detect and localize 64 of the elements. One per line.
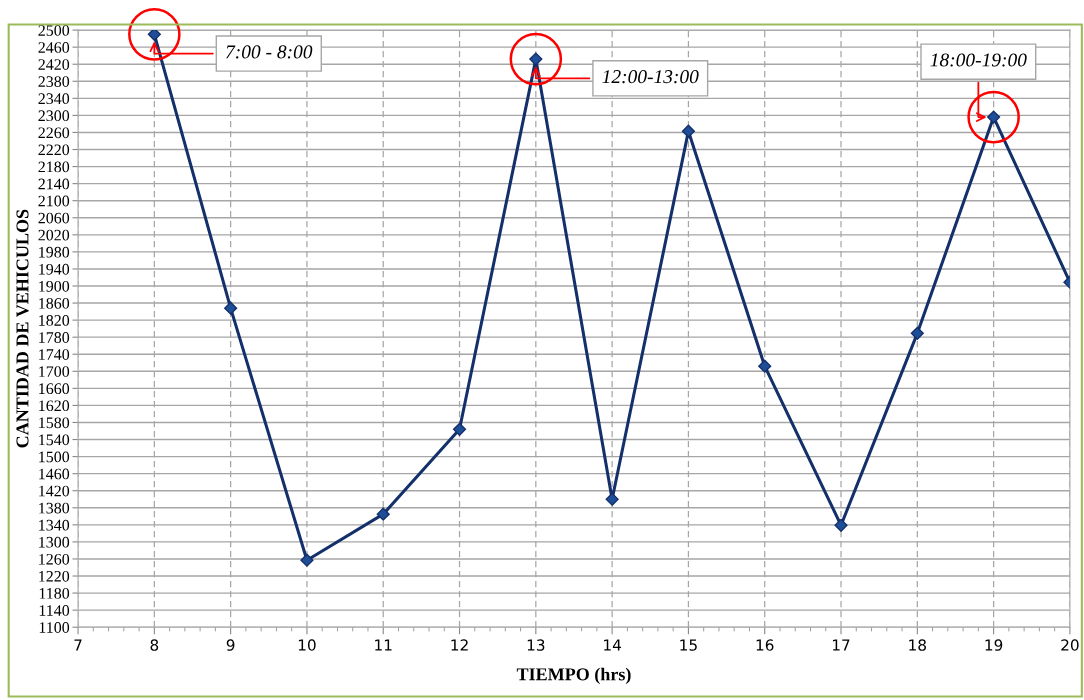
y-tick-label: 1940 (39, 263, 70, 275)
x-tick-label: 17 (832, 639, 850, 651)
x-tick-label: 14 (604, 639, 621, 651)
x-tick-label: 15 (680, 639, 697, 651)
y-tick-label: 2260 (38, 127, 70, 139)
y-tick-label: 2380 (38, 76, 70, 87)
y-tick-label: 1260 (39, 553, 70, 565)
x-tick-label: 9 (226, 639, 235, 651)
x-tick-label: 7 (74, 639, 82, 651)
y-tick-label: 1340 (39, 519, 70, 531)
y-tick-label: 2020 (38, 229, 70, 241)
x-tick-label: 13 (527, 639, 545, 651)
y-tick-label: 1620 (39, 400, 70, 412)
y-tick-label: 1540 (39, 434, 70, 446)
y-tick-label: 2060 (38, 212, 70, 224)
point (758, 359, 772, 373)
y-tick-label: 1860 (39, 297, 70, 309)
x-tick-label: 11 (375, 639, 392, 651)
annotation: 12:00-13:00 (602, 70, 699, 84)
y-tick-label: 1180 (39, 588, 70, 599)
y-axis-title: CANTIDAD DE VEHICULOS (16, 209, 29, 448)
x-tick-label: 10 (298, 639, 316, 651)
point (376, 507, 390, 521)
y-tick-label: 2180 (38, 161, 70, 173)
x-axis-title: TIEMPO (hrs) (516, 667, 631, 685)
point (300, 553, 314, 567)
annotation: 18:00-19:00 (930, 53, 1027, 67)
y-tick-label: 2300 (38, 110, 70, 122)
y-tick-label: 1500 (39, 451, 70, 463)
point (910, 326, 924, 340)
y-tick-label: 1380 (39, 502, 70, 514)
y-tick-label: 1100 (39, 622, 70, 633)
y-tick-label: 1980 (39, 246, 70, 258)
y-tick-label: 1900 (39, 280, 70, 292)
x-tick-label: 12 (451, 639, 468, 651)
y-tick-label: 2220 (38, 144, 70, 156)
y-tick-label: 2420 (38, 59, 70, 70)
x-tick-label: 16 (756, 639, 774, 651)
y-tick-label: 1660 (39, 383, 70, 395)
y-tick-label: 1580 (39, 417, 70, 429)
y-tick-label: 2100 (38, 195, 70, 207)
y-tick-label: 1140 (39, 605, 70, 616)
y-tick-label: 1420 (39, 485, 70, 497)
point (681, 124, 696, 138)
y-tick-label: 2500 (38, 25, 70, 36)
y-tick-label: 2460 (38, 42, 70, 53)
point (834, 518, 848, 532)
y-tick-label: 1780 (39, 332, 70, 343)
y-tick-label: 2340 (38, 93, 70, 105)
y-tick-label: 1460 (39, 468, 70, 480)
x-tick-label: 19 (985, 639, 1003, 651)
annotation: 7:00 - 8:00 (226, 45, 313, 59)
y-tick-label: 1700 (39, 366, 70, 377)
y-tick-label: 1820 (39, 315, 70, 326)
point (452, 422, 467, 436)
point (224, 301, 238, 315)
x-tick-label: 8 (150, 639, 159, 651)
x-tick-label: 20 (1061, 639, 1079, 651)
x-tick-label: 18 (909, 639, 926, 651)
point (605, 492, 619, 506)
y-tick-label: 1220 (39, 570, 70, 582)
y-tick-label: 2140 (38, 178, 70, 190)
y-tick-label: 1740 (39, 349, 70, 360)
y-tick-label: 1300 (39, 536, 70, 548)
